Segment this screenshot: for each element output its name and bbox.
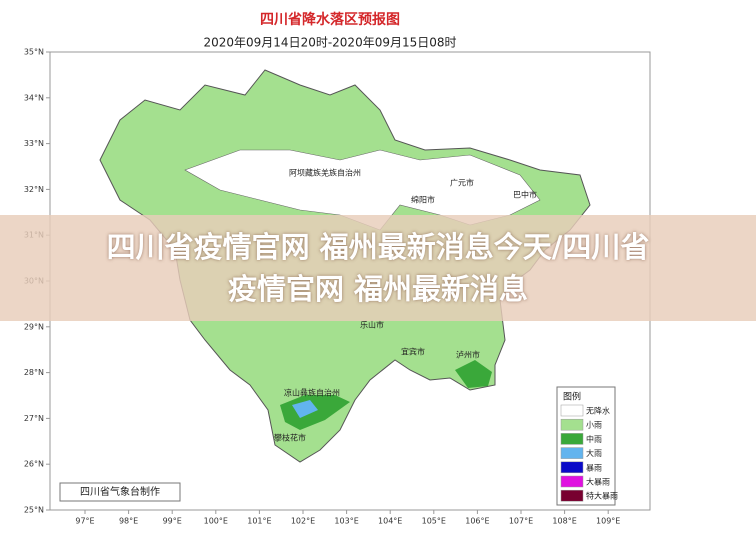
map-title: 四川省降水落区预报图 [260, 11, 400, 28]
lon-label: 106°E [465, 517, 489, 526]
lat-label: 26°N [24, 460, 44, 469]
lon-label: 100°E [204, 517, 228, 526]
legend-title: 图例 [563, 391, 581, 403]
place-label: 泸州市 [456, 350, 480, 360]
lat-label: 35°N [24, 48, 44, 57]
lon-label: 98°E [119, 517, 138, 526]
banner-line: 疫情官网 福州最新消息 [227, 272, 529, 306]
credit-box [59, 482, 181, 502]
moderate-rain-area [455, 360, 492, 388]
place-label: 宜宾市 [401, 347, 425, 357]
lat-label: 33°N [24, 139, 44, 148]
legend-swatch [560, 461, 584, 474]
lon-label: 109°E [596, 517, 620, 526]
lat-label: 28°N [24, 368, 44, 377]
place-label: 攀枝花市 [274, 433, 306, 443]
legend-swatch [560, 418, 584, 431]
legend-swatch [560, 447, 584, 459]
place-label: 乐山市 [360, 320, 384, 330]
place-label: 巴中市 [513, 190, 537, 200]
lon-label: 101°E [247, 517, 271, 526]
credit: 四川省气象台制作 [80, 485, 160, 498]
lon-label: 103°E [334, 517, 358, 526]
lon-label: 104°E [378, 517, 402, 526]
place-label: 广元市 [450, 178, 474, 188]
lat-label: 25°N [24, 506, 44, 515]
lon-label: 102°E [291, 517, 315, 526]
map-subtitle: 2020年09月14日20时-2020年09月15日08时 [203, 36, 456, 50]
legend-label: 特大暴雨 [586, 491, 618, 501]
lat-label: 29°N [24, 322, 44, 331]
lat-label: 34°N [24, 93, 44, 102]
lon-label: 105°E [422, 517, 446, 526]
lon-label: 99°E [163, 517, 182, 526]
legend-box [556, 386, 616, 506]
banner: 四川省疫情官网 福州最新消息今天/四川省 疫情官网 福州最新消息 [0, 215, 756, 321]
place-label: 阿坝藏族羌族自治州 [289, 168, 361, 178]
legend-swatch [560, 404, 584, 417]
legend-label: 大暴雨 [586, 477, 610, 487]
heavy-rain-area [292, 400, 318, 418]
legend-label: 大雨 [586, 448, 602, 458]
legend-swatch [560, 433, 584, 445]
lon-label: 97°E [75, 517, 94, 526]
place-label: 凉山彝族自治州 [284, 388, 340, 398]
legend-swatch [560, 489, 584, 502]
legend-label: 小雨 [586, 421, 602, 430]
banner-line: 四川省疫情官网 福州最新消息今天/四川省 [106, 230, 650, 264]
legend-swatch [560, 475, 584, 488]
legend-label: 无降水 [586, 406, 610, 416]
legend-label: 暴雨 [586, 463, 602, 472]
place-label: 绵阳市 [411, 195, 435, 205]
legend-label: 中雨 [586, 434, 602, 444]
lat-label: 32°N [24, 185, 44, 194]
lon-label: 107°E [509, 517, 533, 526]
lat-label: 27°N [24, 414, 44, 423]
lon-label: 108°E [552, 517, 576, 526]
